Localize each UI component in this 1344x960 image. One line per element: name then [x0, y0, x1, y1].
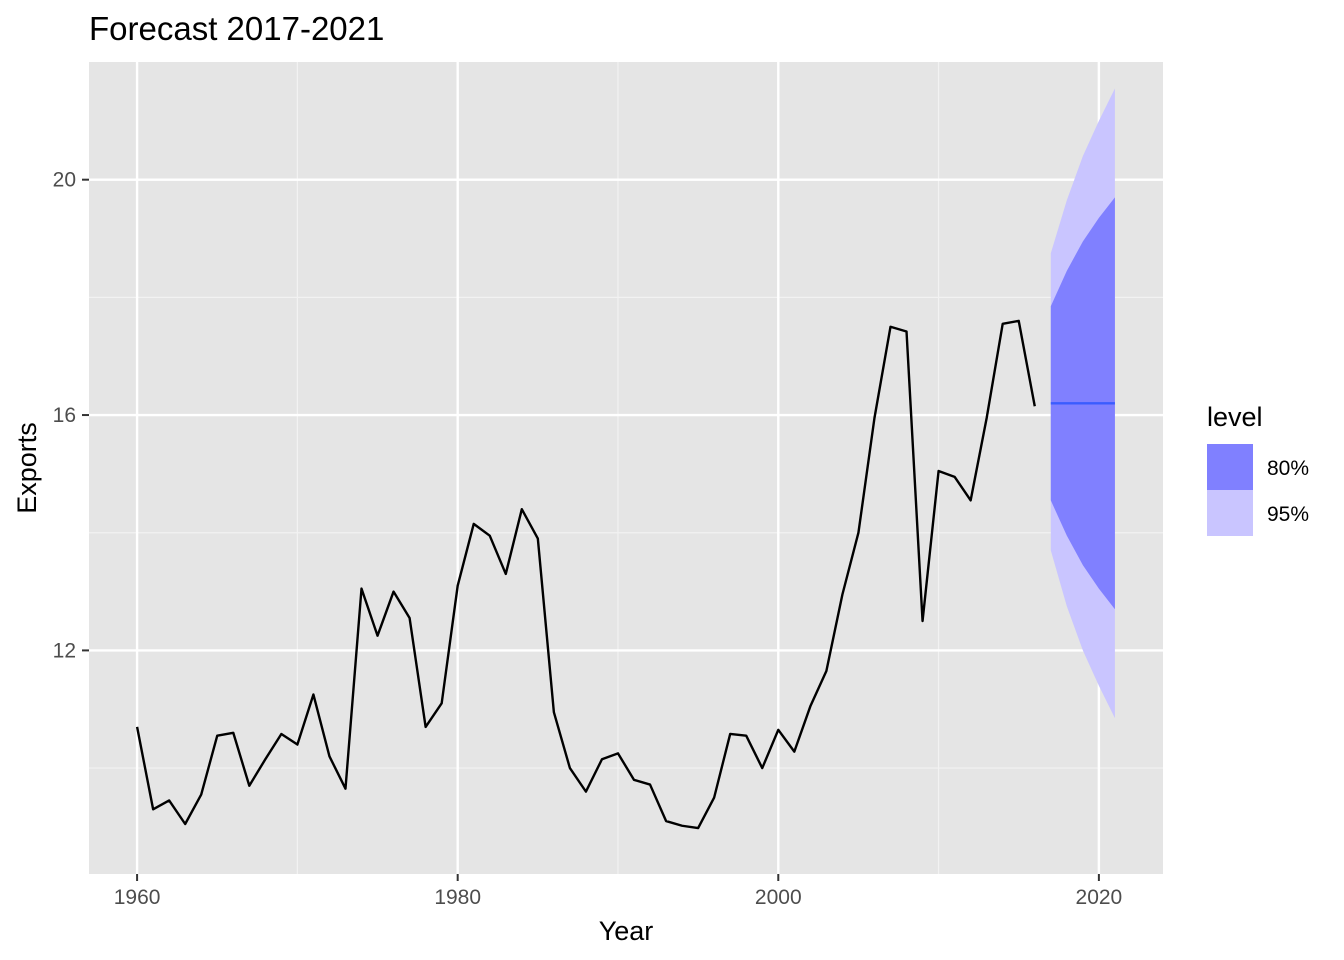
series-lines — [135, 319, 1115, 830]
legend-title: level — [1207, 402, 1263, 432]
plot-panel — [89, 62, 1163, 874]
history-line — [135, 319, 1036, 830]
legend-key-80 — [1207, 444, 1253, 490]
minor-gridlines — [89, 62, 1163, 874]
major-gridlines — [89, 62, 1163, 874]
x-tick-label: 2020 — [1076, 886, 1123, 909]
legend-label-80: 80% — [1267, 457, 1309, 480]
legend: level 80% 95% — [1207, 402, 1309, 536]
legend-label-95: 95% — [1267, 503, 1309, 526]
y-tick-label: 16 — [53, 404, 76, 427]
y-axis: 12 16 20 — [53, 169, 89, 662]
x-tick-label: 1980 — [434, 886, 481, 909]
x-tick-label: 2000 — [755, 886, 802, 909]
y-tick-label: 12 — [53, 639, 76, 662]
x-axis: 1960 1980 2000 2020 — [114, 874, 1123, 909]
y-axis-title: Exports — [12, 422, 42, 514]
legend-key-95 — [1207, 490, 1253, 536]
chart-title: Forecast 2017-2021 — [89, 10, 384, 47]
x-tick-label: 1960 — [114, 886, 161, 909]
y-tick-label: 20 — [53, 169, 76, 192]
x-axis-title: Year — [599, 916, 654, 946]
